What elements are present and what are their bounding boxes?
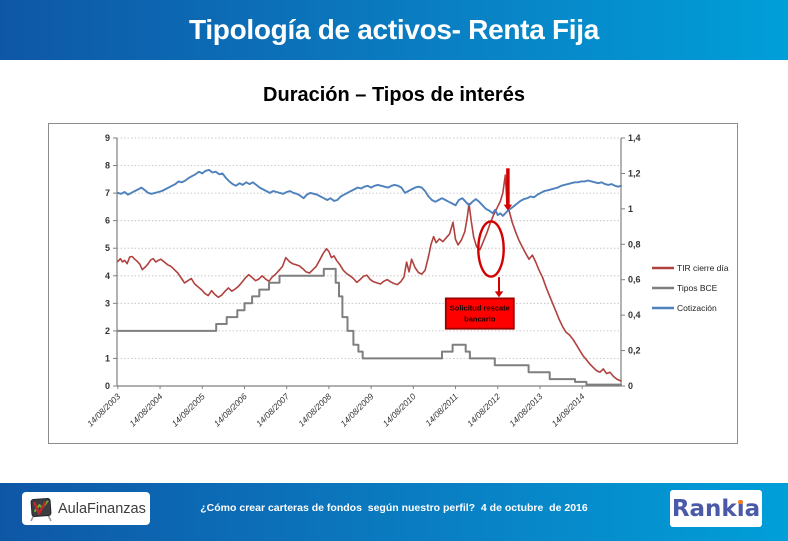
right-axis-label: 1,4 (628, 133, 641, 143)
right-axis-label: 1,2 (628, 168, 641, 178)
x-axis-label: 14/08/2011 (423, 391, 460, 428)
right-axis-label: 0,6 (628, 275, 641, 285)
x-axis-label: 14/08/2003 (85, 391, 122, 428)
x-axis-label: 14/08/2014 (549, 391, 586, 428)
left-axis-label: 6 (105, 216, 110, 226)
annotation-box (444, 297, 515, 330)
rankia-text-1: Rank (671, 495, 737, 522)
left-axis-label: 4 (105, 271, 110, 281)
left-axis-label: 5 (105, 243, 110, 253)
right-axis-label: 0,2 (628, 346, 641, 356)
x-axis-label: 14/08/2008 (296, 391, 333, 428)
aulafinanzas-text: AulaFinanzas (58, 500, 146, 517)
left-axis-label: 0 (105, 381, 110, 391)
left-axis-label: 2 (105, 326, 110, 336)
slide-title: Tipología de activos- Renta Fija (189, 14, 599, 45)
left-axis-label: 9 (105, 133, 110, 143)
legend-label: Tipos BCE (677, 283, 718, 293)
left-axis-label: 1 (105, 353, 110, 363)
right-axis-label: 0,8 (628, 239, 641, 249)
legend-label: Cotización (677, 303, 717, 313)
rankia-logo: Rank ı a (670, 490, 762, 527)
x-axis-label: 14/08/2006 (212, 391, 249, 428)
rankia-i-dot: ı (736, 495, 745, 522)
x-axis-label: 14/08/2004 (127, 391, 164, 428)
series-tir-cierre-d-a (117, 174, 622, 382)
rankia-text-2: a (744, 495, 761, 522)
right-axis-label: 0 (628, 381, 633, 391)
duration-chart: 0 1 2 3 4 5 6 7 8 9 0 0,2 0,4 0,6 0,8 1 1,2 1,4 14/08/2003… (85, 133, 729, 428)
x-axis-label: 14/08/2013 (507, 391, 544, 428)
series-tipos-bce (116, 267, 622, 386)
annotation-arrowhead-2 (503, 204, 513, 211)
chart-frame: 0 1 2 3 4 5 6 7 8 9 0 0,2 0,4 0,6 0,8 1 1,2 1,4 14/08/2003… (48, 123, 738, 444)
x-axis-label: 14/08/2010 (381, 391, 418, 428)
annotation-arrowhead-1 (494, 291, 504, 298)
aulafinanzas-icon (30, 497, 52, 521)
aulafinanzas-logo: AulaFinanzas (22, 492, 150, 525)
x-axis-label: 14/08/2007 (254, 391, 291, 428)
series-cotizaci-n (116, 168, 622, 217)
footer-caption: ¿Cómo crear carteras de fondos según nue… (200, 502, 588, 514)
chart-subtitle: Duración – Tipos de interés (263, 84, 525, 106)
footer-banner: AulaFinanzas ¿Cómo crear carteras de fon… (0, 483, 788, 541)
annotation-box-text-1: Solicitud rescate (450, 303, 510, 312)
header-banner: Tipología de activos- Renta Fija (0, 0, 788, 60)
x-axis-label: 14/08/2012 (465, 391, 502, 428)
left-axis-label: 7 (105, 188, 110, 198)
x-axis-label: 14/08/2005 (170, 391, 207, 428)
annotation-ellipse (477, 220, 505, 278)
left-axis-label: 8 (105, 161, 110, 171)
annotation-box-text-2: bancario (464, 314, 496, 323)
legend-label: TIR cierre día (677, 263, 729, 273)
left-axis-label: 3 (105, 298, 110, 308)
right-axis-label: 0,4 (628, 310, 641, 320)
right-axis-label: 1 (628, 204, 633, 214)
x-axis-label: 14/08/2009 (338, 391, 375, 428)
